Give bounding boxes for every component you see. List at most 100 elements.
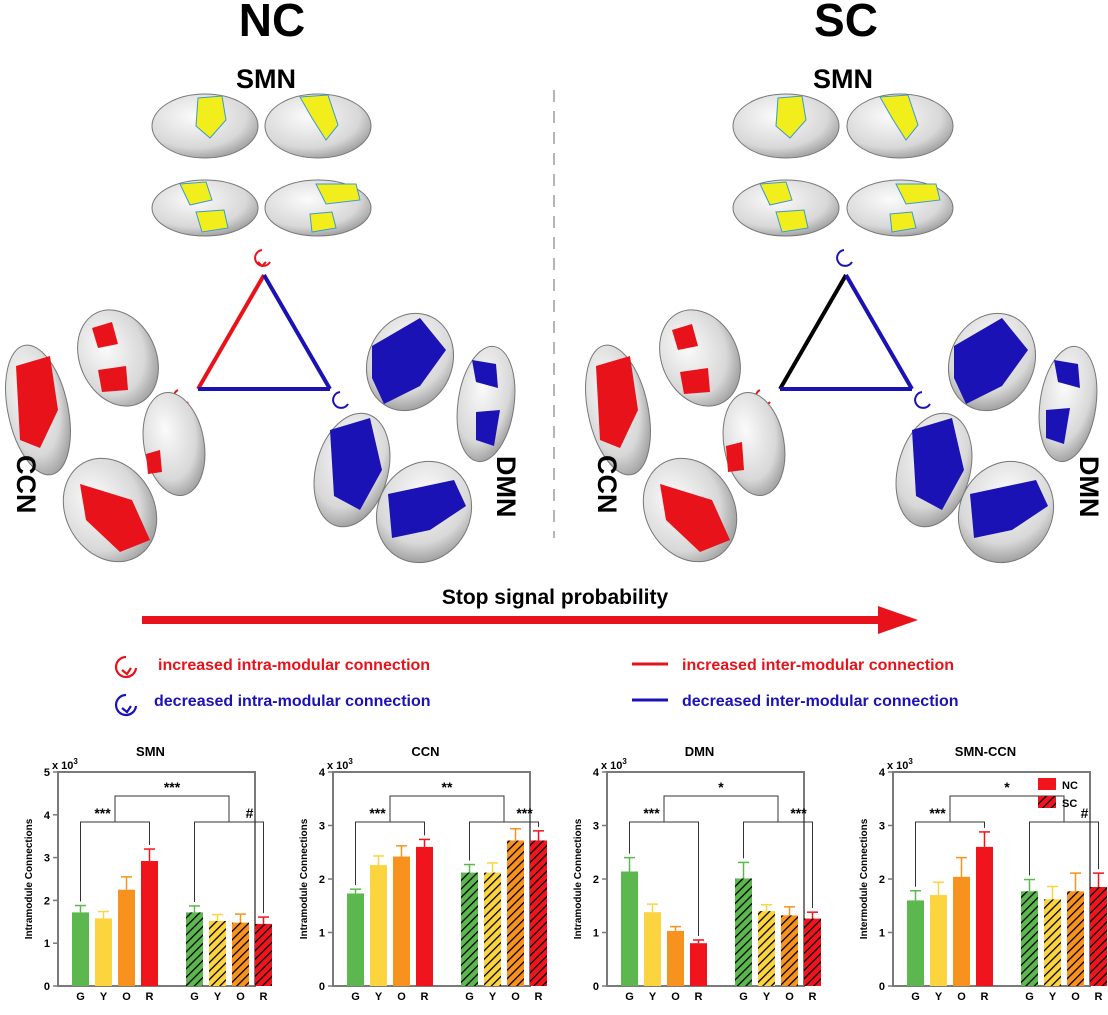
x-tick-label: Y xyxy=(375,991,383,1003)
legend-label-sc: SC xyxy=(1062,798,1077,810)
increased-intra-icon xyxy=(114,655,138,679)
x-tick-label: R xyxy=(981,991,989,1003)
y-tick-label: 1 xyxy=(879,928,885,940)
nc-edge-smn-dmn xyxy=(262,273,332,391)
x-tick-label: O xyxy=(236,991,245,1003)
nc-ccn-label: CCN xyxy=(11,455,41,514)
significance-sc: # xyxy=(246,805,254,821)
legend-decreased-inter: decreased inter-modular connection xyxy=(682,693,959,710)
x-tick-label: R xyxy=(695,991,703,1003)
sc-dmn-label: DMN xyxy=(1074,456,1104,518)
bracket-sc xyxy=(194,821,264,914)
y-tick-label: 4 xyxy=(879,767,886,779)
y-tick-label: 2 xyxy=(319,874,325,886)
x-tick-label: O xyxy=(397,991,406,1003)
legend-increased-inter: increased inter-modular connection xyxy=(682,657,954,674)
bar-hatch xyxy=(484,872,501,986)
chart-title: DMN xyxy=(685,744,715,759)
bar-nc-g xyxy=(72,912,89,986)
y-tick-label: 2 xyxy=(593,874,599,886)
sc-edge-smn-ccn xyxy=(778,273,848,391)
y-tick-label: 3 xyxy=(593,821,599,833)
sc-dmn-loop-icon xyxy=(914,391,931,409)
chart-title: SMN-CCN xyxy=(955,744,1016,759)
bar-hatch xyxy=(507,840,524,986)
bar-hatch xyxy=(232,922,249,986)
significance-sc: # xyxy=(1081,805,1089,821)
bar-nc-g xyxy=(907,900,924,986)
significance-sc: *** xyxy=(790,805,807,821)
legend-decreased-intra: decreased intra-modular connection xyxy=(154,693,431,710)
x-tick-label: G xyxy=(465,991,474,1003)
bar-hatch xyxy=(1067,891,1084,986)
chart-smn-ccn: SMN-CCN x 103 0 1 2 3 4 Intermodule Connections… xyxy=(859,744,1107,1003)
nc-dmn-label: DMN xyxy=(491,456,521,518)
nc-dmn-brains xyxy=(313,312,516,564)
exponent-label: x 103 xyxy=(601,757,627,772)
bar-nc-y xyxy=(370,865,387,986)
x-tick-label: R xyxy=(1095,991,1103,1003)
legend-label-nc: NC xyxy=(1062,780,1078,792)
bracket-nc xyxy=(915,821,985,887)
nc-panel: SMN xyxy=(5,64,521,564)
y-tick-label: 3 xyxy=(44,853,50,865)
significance-interaction: ** xyxy=(442,779,453,795)
bar-nc-r xyxy=(141,861,158,986)
chart-smn: SMN x 103 0 1 2 3 4 5 Intramodule Connections G Y O… xyxy=(24,744,272,1003)
y-tick-label: 3 xyxy=(879,821,885,833)
bracket-interaction xyxy=(663,795,779,822)
x-tick-label: Y xyxy=(649,991,657,1003)
y-tick-label: 0 xyxy=(593,981,599,993)
exponent-label: x 103 xyxy=(887,757,913,772)
significance-interaction: * xyxy=(1004,779,1010,795)
x-tick-label: G xyxy=(911,991,920,1003)
legend-swatch-sc-hatch xyxy=(1038,796,1056,808)
bracket-nc xyxy=(355,821,425,886)
chart-dmn: DMN x 103 0 1 2 3 4 Intramodule Connections G Y O R… xyxy=(573,744,821,1003)
y-tick-label: 1 xyxy=(593,928,599,940)
x-tick-label: R xyxy=(260,991,268,1003)
y-tick-label: 3 xyxy=(319,821,325,833)
bar-hatch xyxy=(1044,899,1061,986)
bar-hatch xyxy=(255,923,272,986)
bracket-sc xyxy=(1029,821,1099,876)
bracket-nc xyxy=(629,821,699,936)
bar-hatch xyxy=(804,918,821,986)
nc-smn-loop-icon xyxy=(254,249,271,268)
bar-nc-r xyxy=(690,943,707,986)
chart-title: CCN xyxy=(411,744,439,759)
bracket-sc xyxy=(743,821,813,909)
bar-nc-y xyxy=(644,912,661,986)
sc-dmn-brains xyxy=(895,312,1098,564)
bar-nc-g xyxy=(347,893,364,986)
bar-hatch xyxy=(209,920,226,986)
x-tick-label: Y xyxy=(100,991,108,1003)
bar-nc-r xyxy=(976,846,993,986)
bar-nc-r xyxy=(416,846,433,986)
y-tick-label: 5 xyxy=(44,767,50,779)
y-tick-label: 1 xyxy=(319,928,325,940)
x-tick-label: G xyxy=(625,991,634,1003)
bracket-sc xyxy=(469,821,539,861)
bar-charts: SMN x 103 0 1 2 3 4 5 Intramodule Connections G Y O… xyxy=(24,744,1107,1003)
x-tick-label: O xyxy=(1071,991,1080,1003)
bracket-interaction xyxy=(389,795,505,822)
nc-smn-brains xyxy=(151,93,372,237)
chart-ccn: CCN x 103 0 1 2 3 4 Intramodule Connections G Y O R… xyxy=(299,744,547,1003)
bar-hatch xyxy=(781,915,798,986)
y-tick-label: 2 xyxy=(879,874,885,886)
sc-smn-loop-icon xyxy=(836,249,853,267)
bracket-interaction xyxy=(949,795,1065,822)
significance-interaction: *** xyxy=(164,779,181,795)
panel-title-sc: SC xyxy=(814,0,878,46)
x-tick-label: G xyxy=(76,991,85,1003)
bar-hatch xyxy=(186,912,203,986)
nc-edge-smn-ccn xyxy=(196,273,266,391)
y-axis-label: Intramodule Connections xyxy=(573,818,584,939)
bar-nc-o xyxy=(953,876,970,986)
x-tick-label: Y xyxy=(763,991,771,1003)
sc-smn-label: SMN xyxy=(813,64,873,94)
x-tick-label: R xyxy=(809,991,817,1003)
